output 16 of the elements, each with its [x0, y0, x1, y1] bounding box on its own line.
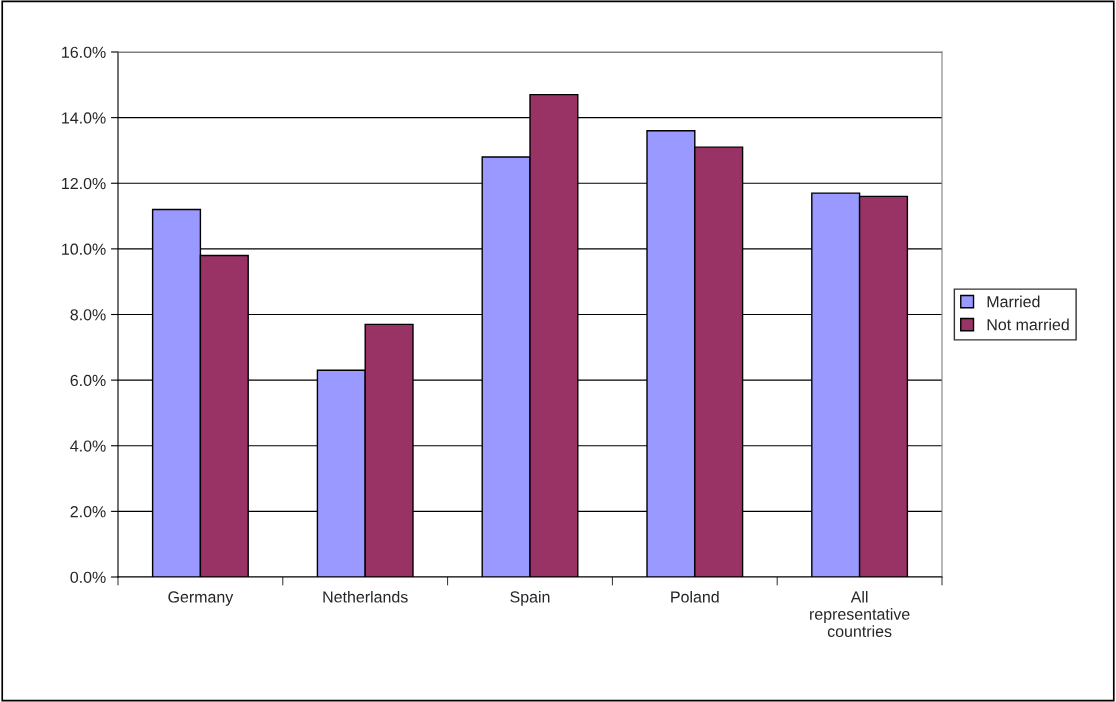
x-tick-label: Netherlands — [323, 590, 408, 603]
x-tick-label: Spain — [510, 590, 550, 606]
legend-label: Not married — [987, 318, 1069, 331]
x-tick-label: All representative countries — [810, 590, 910, 638]
x-tick-label: Germany — [168, 591, 234, 606]
y-tick-label: 4.0% — [70, 440, 106, 452]
legend-label: Married — [987, 295, 1040, 308]
y-tick-label: 12.0% — [62, 177, 106, 190]
y-tick-label: 6.0% — [70, 374, 106, 387]
y-tick-label: 8.0% — [70, 309, 106, 321]
y-tick-label: 0.0% — [70, 571, 106, 583]
x-tick-label: Poland — [671, 590, 719, 603]
y-tick-label: 14.0% — [62, 112, 106, 124]
y-tick-label: 10.0% — [62, 243, 106, 255]
y-tick-label: 2.0% — [70, 506, 106, 518]
y-tick-label: 16.0% — [62, 46, 106, 58]
